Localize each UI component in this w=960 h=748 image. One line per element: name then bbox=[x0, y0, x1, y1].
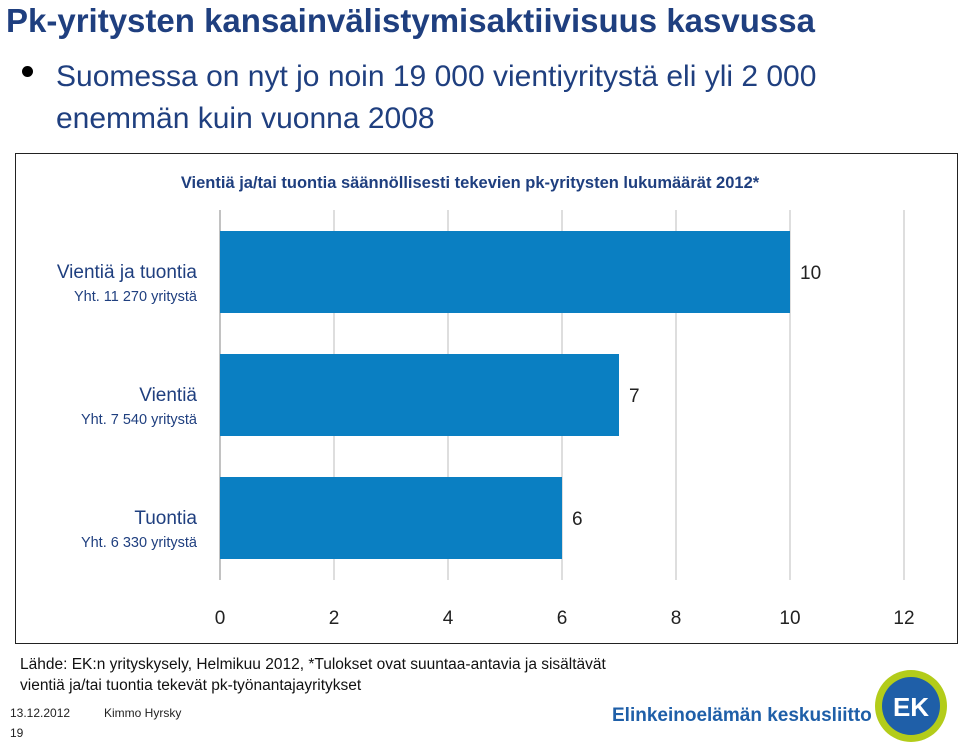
category-sublabel: Yht. 11 270 yritystä bbox=[74, 289, 198, 305]
x-tick-label: 2 bbox=[329, 608, 340, 629]
bullet-text: Suomessa on nyt jo noin 19 000 vientiyri… bbox=[56, 60, 817, 135]
x-tick-label: 6 bbox=[557, 608, 568, 629]
bar bbox=[220, 354, 619, 436]
bar bbox=[220, 231, 790, 313]
category-label: Tuontia bbox=[134, 508, 197, 529]
data-label: 6 bbox=[572, 509, 583, 530]
organization-name: Elinkeinoelämän keskusliitto bbox=[612, 705, 872, 726]
x-tick-label: 4 bbox=[443, 608, 454, 629]
bar bbox=[220, 477, 562, 559]
data-label: 7 bbox=[629, 386, 640, 407]
ek-logo-icon: EK bbox=[875, 670, 947, 742]
x-tick-label: 10 bbox=[779, 608, 800, 629]
category-label: Vientiä ja tuontia bbox=[57, 262, 198, 283]
category-label: Vientiä bbox=[139, 385, 197, 406]
slide-title: Pk-yritysten kansainvälistymisaktiivisuu… bbox=[6, 2, 815, 39]
logo-disc bbox=[882, 677, 940, 735]
x-tick-label: 12 bbox=[893, 608, 914, 629]
bullet-dot-icon bbox=[22, 66, 33, 77]
footer-author: Kimmo Hyrsky bbox=[104, 706, 182, 720]
page-number: 19 bbox=[10, 726, 24, 740]
source-note: Lähde: EK:n yrityskysely, Helmikuu 2012,… bbox=[20, 654, 720, 696]
source-line-2: vientiä ja/tai tuontia tekevät pk-työnan… bbox=[20, 677, 362, 694]
data-label: 10 bbox=[800, 263, 821, 284]
source-line-1: Lähde: EK:n yrityskysely, Helmikuu 2012,… bbox=[20, 656, 606, 673]
x-tick-label: 8 bbox=[671, 608, 682, 629]
x-tick-label: 0 bbox=[215, 608, 226, 629]
footer-date: 13.12.2012 bbox=[10, 706, 71, 720]
category-sublabel: Yht. 6 330 yritystä bbox=[81, 535, 198, 551]
chart-title: Vientiä ja/tai tuontia säännöllisesti te… bbox=[181, 174, 760, 192]
category-sublabel: Yht. 7 540 yritystä bbox=[81, 412, 198, 428]
logo-text: EK bbox=[893, 692, 929, 722]
